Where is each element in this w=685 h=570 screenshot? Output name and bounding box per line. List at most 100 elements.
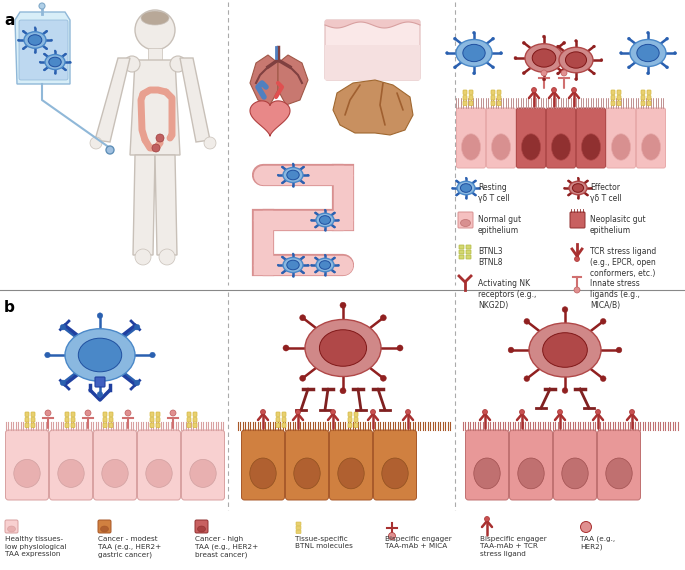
FancyBboxPatch shape	[31, 412, 35, 417]
Circle shape	[204, 137, 216, 149]
Circle shape	[44, 69, 45, 71]
FancyBboxPatch shape	[195, 520, 208, 533]
FancyBboxPatch shape	[641, 101, 645, 105]
FancyBboxPatch shape	[156, 417, 160, 422]
Ellipse shape	[462, 134, 481, 160]
Circle shape	[595, 409, 601, 414]
Ellipse shape	[190, 459, 216, 487]
FancyBboxPatch shape	[486, 108, 516, 168]
FancyBboxPatch shape	[296, 522, 301, 526]
Circle shape	[551, 88, 556, 92]
Circle shape	[44, 53, 45, 55]
Circle shape	[124, 56, 140, 72]
Circle shape	[524, 319, 530, 324]
FancyBboxPatch shape	[276, 423, 280, 428]
Circle shape	[600, 319, 606, 324]
Circle shape	[673, 51, 677, 55]
Polygon shape	[15, 12, 70, 84]
Circle shape	[575, 256, 580, 262]
Circle shape	[299, 375, 306, 381]
Ellipse shape	[250, 458, 276, 489]
Circle shape	[475, 194, 476, 196]
Circle shape	[532, 88, 536, 92]
Circle shape	[23, 30, 24, 32]
Ellipse shape	[287, 170, 299, 180]
FancyBboxPatch shape	[577, 108, 606, 168]
Circle shape	[590, 188, 593, 189]
FancyBboxPatch shape	[466, 430, 508, 500]
Text: b: b	[4, 300, 15, 315]
FancyBboxPatch shape	[611, 101, 615, 105]
Circle shape	[311, 219, 312, 221]
FancyBboxPatch shape	[286, 430, 329, 500]
Polygon shape	[250, 101, 290, 136]
FancyBboxPatch shape	[348, 423, 352, 428]
Circle shape	[135, 249, 151, 265]
FancyBboxPatch shape	[641, 90, 645, 95]
Circle shape	[314, 226, 316, 228]
Circle shape	[303, 166, 304, 168]
Circle shape	[334, 271, 335, 273]
Ellipse shape	[543, 333, 587, 367]
FancyBboxPatch shape	[647, 90, 651, 95]
Ellipse shape	[294, 458, 320, 489]
Text: Healthy tissues-
low physiological
TAA expression: Healthy tissues- low physiological TAA e…	[5, 536, 66, 557]
FancyBboxPatch shape	[156, 423, 160, 428]
Text: BTNL3
BTNL8: BTNL3 BTNL8	[478, 247, 503, 267]
FancyBboxPatch shape	[611, 96, 615, 100]
FancyBboxPatch shape	[459, 255, 464, 259]
Ellipse shape	[460, 184, 471, 192]
Circle shape	[51, 39, 52, 41]
Circle shape	[324, 254, 326, 255]
Ellipse shape	[14, 459, 40, 487]
Polygon shape	[180, 58, 210, 142]
Circle shape	[60, 380, 66, 386]
Circle shape	[456, 194, 457, 196]
Ellipse shape	[582, 134, 601, 160]
FancyBboxPatch shape	[187, 412, 191, 417]
Circle shape	[170, 410, 176, 416]
FancyBboxPatch shape	[296, 530, 301, 534]
FancyBboxPatch shape	[354, 423, 358, 428]
FancyBboxPatch shape	[282, 417, 286, 422]
Ellipse shape	[573, 184, 584, 192]
Circle shape	[307, 264, 309, 266]
Circle shape	[170, 56, 186, 72]
FancyBboxPatch shape	[547, 108, 575, 168]
Ellipse shape	[319, 215, 331, 225]
FancyBboxPatch shape	[617, 96, 621, 100]
FancyBboxPatch shape	[31, 417, 35, 422]
Circle shape	[85, 410, 91, 416]
Circle shape	[282, 166, 283, 168]
Circle shape	[562, 307, 568, 312]
Circle shape	[90, 137, 102, 149]
Circle shape	[135, 10, 175, 50]
Circle shape	[568, 194, 569, 196]
Circle shape	[562, 42, 566, 44]
Circle shape	[125, 410, 131, 416]
Ellipse shape	[197, 526, 205, 532]
Circle shape	[45, 410, 51, 416]
Circle shape	[666, 37, 669, 40]
Circle shape	[282, 272, 283, 274]
FancyBboxPatch shape	[497, 90, 501, 95]
FancyBboxPatch shape	[187, 423, 191, 428]
Circle shape	[523, 42, 525, 44]
Circle shape	[330, 409, 336, 414]
Ellipse shape	[559, 47, 593, 73]
FancyBboxPatch shape	[497, 101, 501, 105]
Circle shape	[456, 180, 457, 182]
Circle shape	[159, 249, 175, 265]
Circle shape	[152, 144, 160, 152]
Text: Cancer - high
TAA (e.g., HER2+
breast cancer): Cancer - high TAA (e.g., HER2+ breast ca…	[195, 536, 258, 558]
Circle shape	[557, 72, 560, 75]
Text: TCR stress ligand
(e.g., EPCR, open
conformers, etc.): TCR stress ligand (e.g., EPCR, open conf…	[590, 247, 656, 278]
Ellipse shape	[565, 52, 586, 68]
Circle shape	[39, 61, 41, 63]
Circle shape	[334, 226, 335, 228]
Ellipse shape	[78, 338, 122, 372]
Ellipse shape	[562, 458, 588, 489]
Ellipse shape	[319, 330, 366, 367]
FancyBboxPatch shape	[103, 417, 107, 422]
Circle shape	[54, 50, 55, 51]
